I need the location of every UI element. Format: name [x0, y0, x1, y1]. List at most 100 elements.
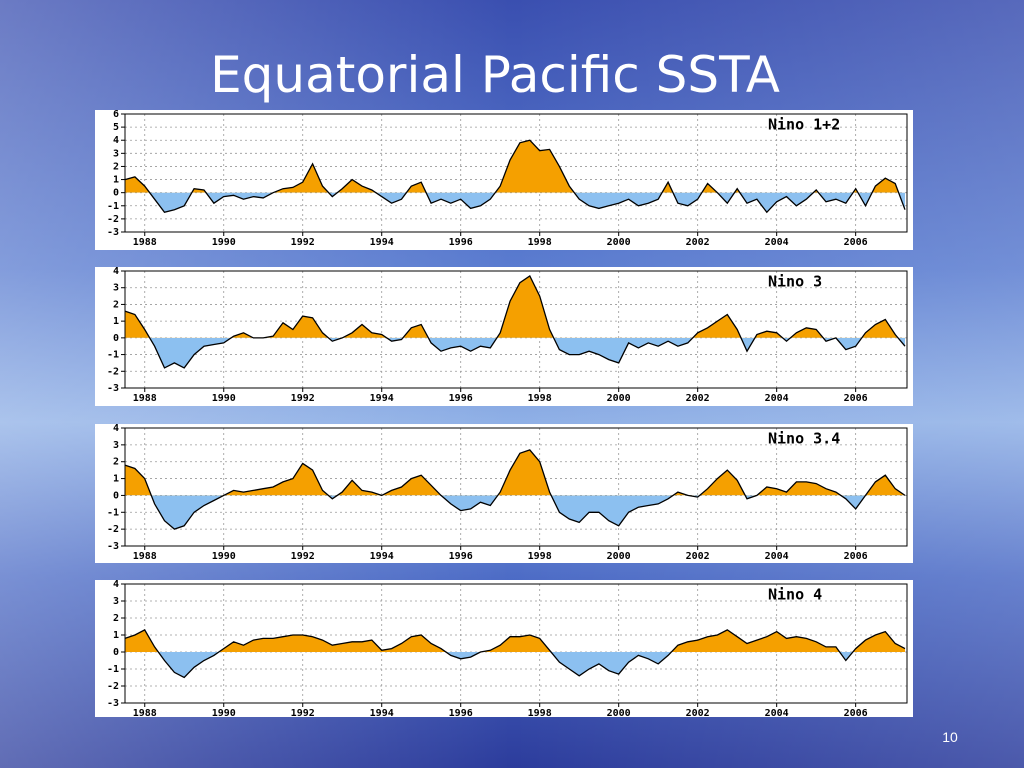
x-tick-label: 1990 — [212, 708, 236, 719]
x-tick-label: 2006 — [844, 237, 868, 248]
y-tick-label: 1 — [113, 175, 119, 186]
x-tick-label: 1990 — [212, 393, 236, 404]
x-tick-label: 2004 — [765, 393, 789, 404]
x-tick-label: 1994 — [370, 393, 394, 404]
x-tick-label: 1988 — [133, 393, 157, 404]
y-tick-label: -3 — [107, 541, 119, 552]
y-tick-label: -3 — [107, 227, 119, 238]
negative-area — [125, 652, 905, 678]
y-tick-label: 1 — [113, 630, 119, 641]
negative-area — [125, 192, 905, 213]
x-tick-label: 1998 — [528, 551, 552, 562]
x-tick-label: 1996 — [449, 551, 473, 562]
y-tick-label: 4 — [113, 423, 119, 434]
x-tick-label: 1992 — [291, 551, 315, 562]
y-tick-label: -2 — [107, 524, 119, 535]
x-tick-label: 1994 — [370, 551, 394, 562]
plot-frame — [124, 113, 908, 233]
x-tick-label: 1996 — [449, 708, 473, 719]
anomaly-line — [124, 449, 906, 530]
y-tick-label: 4 — [113, 266, 119, 277]
chart-panel: -3 -2 -1 0 1 2 3 4 1988 1990 1992 1994 1996 1998 2000 2… — [95, 423, 913, 563]
x-tick-label: 2002 — [686, 551, 710, 562]
x-tick-label: 1994 — [370, 708, 394, 719]
x-tick-label: 1992 — [291, 237, 315, 248]
y-tick-label: -3 — [107, 383, 119, 394]
y-tick-label: 2 — [113, 161, 119, 172]
negative-area — [125, 495, 905, 530]
plot-frame — [124, 270, 908, 389]
anomaly-line — [124, 629, 906, 679]
slide-title: Equatorial Pacific SSTA — [210, 46, 780, 104]
y-tick-label: 5 — [113, 122, 119, 133]
panel-title: Nino 1+2 — [768, 116, 840, 134]
x-tick-label: 1998 — [528, 237, 552, 248]
positive-area — [125, 276, 905, 338]
anomaly-line — [124, 275, 906, 369]
x-tick-label: 2002 — [686, 237, 710, 248]
x-tick-label: 2002 — [686, 393, 710, 404]
y-tick-label: 3 — [113, 283, 119, 294]
chart-panel: -3 -2 -1 0 1 2 3 4 5 6 1988 1990 1992 1994 1996 1998 200… — [95, 109, 913, 250]
panel-title: Nino 3.4 — [768, 430, 840, 448]
x-tick-label: 1988 — [133, 708, 157, 719]
anomaly-line — [124, 139, 906, 214]
plot-frame — [124, 583, 908, 704]
y-tick-label: 4 — [113, 579, 119, 590]
x-tick-label: 1992 — [291, 708, 315, 719]
x-tick-label: 1994 — [370, 237, 394, 248]
x-tick-label: 2004 — [765, 237, 789, 248]
panel-title: Nino 4 — [768, 586, 822, 604]
y-tick-label: -2 — [107, 681, 119, 692]
x-tick-label: 1990 — [212, 237, 236, 248]
y-tick-label: 3 — [113, 440, 119, 451]
y-tick-label: -1 — [107, 507, 119, 518]
y-tick-label: 3 — [113, 596, 119, 607]
x-tick-label: 1988 — [133, 237, 157, 248]
y-tick-label: 2 — [113, 299, 119, 310]
y-tick-label: 0 — [113, 490, 119, 501]
y-tick-label: -2 — [107, 214, 119, 225]
x-tick-label: 2004 — [765, 708, 789, 719]
y-tick-label: 0 — [113, 333, 119, 344]
x-tick-label: 2006 — [844, 551, 868, 562]
positive-area — [125, 140, 899, 193]
y-tick-label: -2 — [107, 366, 119, 377]
y-tick-label: 2 — [113, 613, 119, 624]
y-tick-label: 4 — [113, 135, 119, 146]
y-tick-label: -3 — [107, 698, 119, 709]
x-tick-label: 2000 — [607, 393, 631, 404]
positive-area — [125, 629, 905, 652]
chart-panel: -3 -2 -1 0 1 2 3 4 1988 1990 1992 1994 1996 1998 2000 2… — [95, 266, 913, 406]
panel-title: Nino 3 — [768, 273, 822, 291]
x-tick-label: 1992 — [291, 393, 315, 404]
y-tick-label: -1 — [107, 350, 119, 361]
x-tick-label: 2006 — [844, 708, 868, 719]
x-tick-label: 2000 — [607, 551, 631, 562]
y-tick-label: 1 — [113, 316, 119, 327]
y-tick-label: 2 — [113, 457, 119, 468]
chart-panel: -3 -2 -1 0 1 2 3 4 1988 1990 1992 1994 1996 1998 2000 2… — [95, 579, 913, 719]
y-tick-label: -1 — [107, 201, 119, 212]
x-tick-label: 2002 — [686, 708, 710, 719]
x-tick-label: 2006 — [844, 393, 868, 404]
y-tick-label: 1 — [113, 474, 119, 485]
y-tick-label: 3 — [113, 148, 119, 159]
x-tick-label: 1988 — [133, 551, 157, 562]
x-tick-label: 1990 — [212, 551, 236, 562]
x-tick-label: 1996 — [449, 237, 473, 248]
page-number: 10 — [942, 729, 958, 745]
y-tick-label: 0 — [113, 647, 119, 658]
x-tick-label: 1996 — [449, 393, 473, 404]
x-tick-label: 2004 — [765, 551, 789, 562]
x-tick-label: 1998 — [528, 393, 552, 404]
y-tick-label: 6 — [113, 109, 119, 120]
x-tick-label: 1998 — [528, 708, 552, 719]
y-tick-label: 0 — [113, 188, 119, 199]
plot-frame — [124, 427, 908, 547]
negative-area — [149, 337, 905, 368]
y-tick-label: -1 — [107, 664, 119, 675]
x-tick-label: 2000 — [607, 237, 631, 248]
